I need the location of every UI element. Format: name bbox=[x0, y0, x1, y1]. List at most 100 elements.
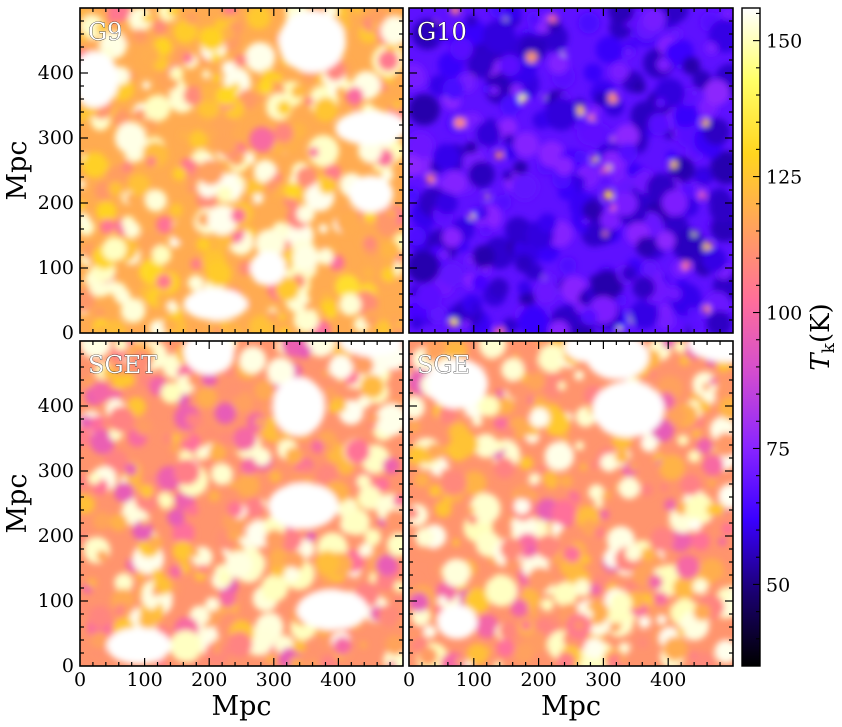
heatmap-cell bbox=[170, 444, 180, 453]
heatmap-cell bbox=[142, 81, 151, 90]
heatmap-cell bbox=[702, 383, 710, 391]
heatmap-cell bbox=[692, 578, 709, 595]
heatmap-cell bbox=[702, 305, 711, 313]
heatmap-cell bbox=[523, 361, 538, 375]
heatmap-cell bbox=[253, 193, 264, 204]
heatmap-cell bbox=[208, 443, 227, 462]
heatmap-cell bbox=[318, 224, 328, 234]
heatmap-cell bbox=[442, 170, 467, 195]
heatmap-cell bbox=[129, 350, 152, 373]
heatmap-cell bbox=[205, 260, 232, 287]
heatmap-cell bbox=[433, 143, 460, 171]
heatmap-cell bbox=[617, 326, 623, 332]
heatmap-cell bbox=[705, 41, 718, 55]
heatmap-cell bbox=[462, 471, 487, 496]
heatmap-cell bbox=[658, 302, 674, 318]
heatmap-cell bbox=[465, 141, 478, 154]
heatmap-cell bbox=[114, 482, 135, 503]
heatmap-cell bbox=[318, 176, 337, 195]
heatmap-cell bbox=[450, 37, 474, 61]
heatmap-cell bbox=[90, 631, 109, 650]
heatmap-cell bbox=[213, 132, 237, 156]
heatmap-cell bbox=[307, 135, 339, 167]
heatmap-cell bbox=[382, 256, 396, 270]
heatmap-cell bbox=[208, 490, 221, 503]
heatmap-cell bbox=[691, 428, 702, 439]
heatmap-cell bbox=[709, 195, 733, 223]
heatmap-cell bbox=[328, 355, 353, 380]
heatmap-cell bbox=[384, 509, 403, 532]
heatmap-cell bbox=[295, 166, 317, 188]
heatmap-cell bbox=[204, 641, 230, 666]
heatmap-cell bbox=[170, 433, 181, 444]
heatmap-cell bbox=[590, 461, 598, 470]
heatmap-cell bbox=[696, 438, 713, 455]
heatmap-cell bbox=[676, 628, 685, 637]
heatmap-cell bbox=[219, 590, 236, 608]
heatmap-cell bbox=[701, 118, 709, 127]
heatmap-cell bbox=[698, 191, 707, 200]
heatmap-texture bbox=[80, 8, 403, 333]
heatmap-cell bbox=[552, 557, 560, 565]
heatmap-cell bbox=[513, 131, 540, 158]
panels-group bbox=[80, 8, 733, 666]
heatmap-panel-g9 bbox=[80, 8, 403, 333]
heatmap-cell bbox=[718, 483, 733, 509]
heatmap-cell bbox=[465, 15, 477, 27]
heatmap-cell bbox=[452, 538, 460, 547]
heatmap-cell bbox=[426, 174, 436, 184]
heatmap-cell bbox=[121, 161, 133, 173]
heatmap-cell bbox=[169, 66, 184, 80]
heatmap-cell bbox=[80, 599, 91, 618]
y-tick-label: 400 bbox=[38, 395, 74, 417]
heatmap-cell bbox=[244, 178, 265, 198]
heatmap-cell bbox=[435, 192, 458, 215]
heatmap-cell bbox=[591, 156, 598, 163]
heatmap-cell bbox=[412, 18, 443, 50]
heatmap-cell bbox=[478, 341, 507, 359]
heatmap-cell bbox=[614, 449, 629, 464]
heatmap-cell bbox=[424, 342, 444, 362]
heatmap-cell bbox=[369, 422, 377, 430]
heatmap-cell bbox=[266, 357, 295, 386]
heatmap-cell bbox=[376, 213, 399, 237]
heatmap-cell bbox=[132, 520, 153, 542]
heatmap-cell bbox=[352, 105, 360, 113]
heatmap-hot-region bbox=[592, 381, 665, 438]
heatmap-cell bbox=[423, 454, 433, 465]
heatmap-cell bbox=[529, 407, 550, 428]
heatmap-cell bbox=[80, 289, 95, 313]
heatmap-cell bbox=[672, 576, 697, 600]
heatmap-cell bbox=[516, 483, 533, 500]
heatmap-cell bbox=[302, 69, 317, 84]
heatmap-cell bbox=[268, 548, 290, 569]
heatmap-cell bbox=[202, 426, 218, 442]
heatmap-cell bbox=[464, 588, 491, 614]
heatmap-cell bbox=[467, 514, 478, 525]
heatmap-hot-region bbox=[272, 377, 326, 436]
heatmap-cell bbox=[681, 261, 691, 271]
heatmap-cell bbox=[140, 484, 154, 498]
heatmap-cell bbox=[290, 122, 307, 139]
heatmap-cell bbox=[409, 396, 425, 419]
heatmap-cell bbox=[285, 447, 303, 465]
heatmap-cell bbox=[88, 415, 107, 434]
heatmap-cell bbox=[88, 472, 101, 485]
heatmap-cell bbox=[477, 395, 500, 417]
heatmap-cell bbox=[125, 193, 137, 205]
heatmap-cell bbox=[382, 457, 400, 475]
heatmap-cell bbox=[659, 454, 685, 481]
y-tick-label: 0 bbox=[62, 655, 74, 677]
heatmap-cell bbox=[109, 513, 128, 532]
heatmap-cell bbox=[544, 441, 574, 471]
heatmap-cell bbox=[438, 249, 450, 261]
heatmap-cell bbox=[363, 236, 377, 250]
heatmap-texture bbox=[409, 341, 733, 666]
heatmap-cell bbox=[554, 156, 574, 176]
heatmap-cell bbox=[375, 403, 403, 436]
heatmap-cell bbox=[149, 319, 167, 333]
heatmap-cell bbox=[292, 639, 306, 653]
heatmap-cell bbox=[162, 318, 177, 333]
heatmap-cell bbox=[703, 79, 730, 106]
heatmap-cell bbox=[80, 426, 93, 447]
